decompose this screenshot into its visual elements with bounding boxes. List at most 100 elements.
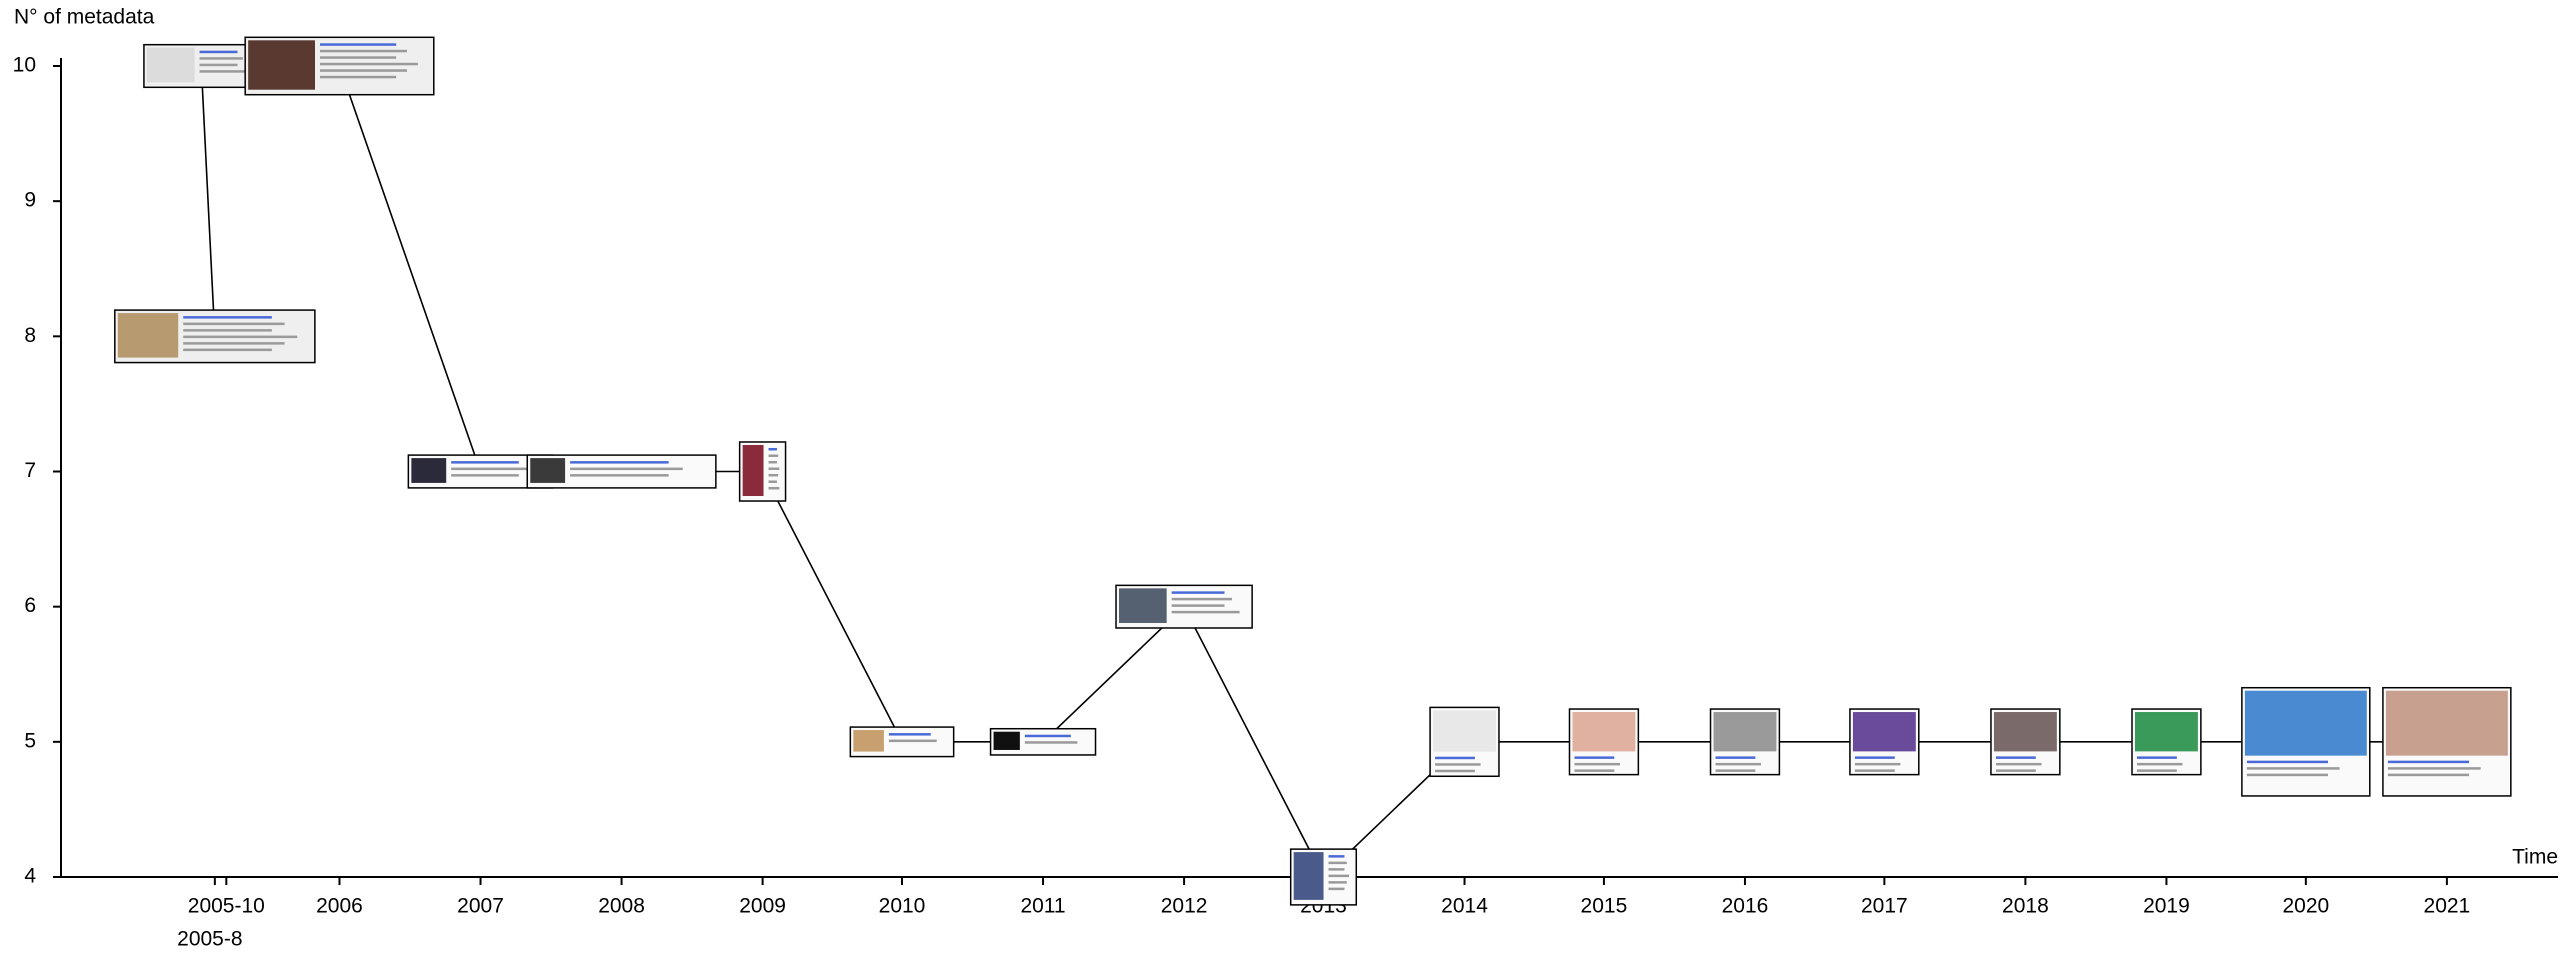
thumbnail-image <box>1572 712 1636 752</box>
page-thumbnail <box>1990 708 2061 776</box>
thumbnail-text <box>1574 769 1615 772</box>
thumbnail-text <box>570 467 683 471</box>
thumbnail-text <box>1024 741 1078 744</box>
y-tick-label: 4 <box>24 865 36 888</box>
thumbnail-text <box>570 474 669 477</box>
thumbnail-text <box>1328 855 1345 858</box>
x-tick-label: 2020 <box>2282 895 2329 918</box>
thumbnail-text <box>451 461 519 464</box>
thumbnail-text <box>2246 773 2329 777</box>
thumbnail-text <box>2137 769 2177 772</box>
y-axis-label: N° of metadata <box>14 6 155 29</box>
thumbnail-text <box>768 447 777 451</box>
thumbnail-text <box>768 480 777 483</box>
thumbnail-image <box>2385 690 2508 756</box>
thumbnail-image <box>248 40 315 90</box>
y-tick-label: 10 <box>13 54 36 77</box>
thumbnail-text <box>2246 760 2329 764</box>
y-tick-label: 7 <box>24 459 36 482</box>
thumbnail-text <box>1854 769 1895 772</box>
thumbnail-text <box>183 342 285 345</box>
thumbnail-image <box>742 444 764 497</box>
thumbnail-text <box>183 348 272 352</box>
thumbnail-text <box>199 57 243 60</box>
thumbnail-image <box>1433 710 1496 752</box>
x-tick-label: 2008 <box>598 895 645 918</box>
page-thumbnail <box>143 43 260 89</box>
page-thumbnail <box>1709 708 1781 776</box>
thumbnail-image <box>1119 588 1167 623</box>
page-thumbnail <box>738 441 787 502</box>
thumbnail-image <box>993 731 1020 750</box>
thumbnail-image <box>1293 852 1324 900</box>
thumbnail-text <box>768 473 779 477</box>
thumbnail-text <box>1715 769 1756 772</box>
thumbnail-image <box>2135 712 2198 752</box>
thumbnail-text <box>320 69 408 72</box>
page-thumbnail <box>2241 686 2371 797</box>
thumbnail-text <box>183 335 298 339</box>
thumbnail-text <box>1854 756 1895 759</box>
thumbnail-image <box>117 313 179 358</box>
x-tick-label: 2006 <box>316 895 363 918</box>
page-thumbnail <box>244 36 435 96</box>
thumbnail-text <box>183 322 285 326</box>
thumbnail-text <box>1171 591 1225 594</box>
page-thumbnail <box>526 454 717 489</box>
thumbnail-text <box>1435 756 1475 760</box>
thumbnail-text <box>768 460 777 464</box>
x-tick-label: 2009 <box>739 895 786 918</box>
thumbnail-text <box>570 461 669 464</box>
x-tick-label: 2007 <box>457 895 504 918</box>
page-thumbnail <box>1849 708 1920 776</box>
x-tick-label: 2014 <box>1441 895 1488 918</box>
thumbnail-text <box>888 733 931 736</box>
thumbnail-text <box>1024 734 1071 738</box>
x-tick-label: 2021 <box>2424 895 2471 918</box>
thumbnail-text <box>320 62 418 66</box>
thumbnail-text <box>1171 610 1240 614</box>
page-thumbnail <box>114 309 316 364</box>
y-tick-label: 9 <box>24 189 36 212</box>
thumbnail-text <box>1715 756 1756 759</box>
thumbnail-text <box>1435 769 1475 773</box>
thumbnail-text <box>320 56 397 59</box>
thumbnail-text <box>199 70 249 73</box>
thumbnail-image <box>2244 690 2367 756</box>
page-thumbnail <box>2131 708 2202 776</box>
page-thumbnail <box>989 727 1097 756</box>
thumbnail-text <box>2137 762 2183 766</box>
thumbnail-image <box>1713 712 1777 752</box>
thumbnail-image <box>1993 712 2057 752</box>
page-thumbnail <box>1429 706 1500 778</box>
thumbnail-text <box>1574 756 1615 759</box>
x-tick-label: 2005-8 <box>177 928 242 951</box>
thumbnail-text <box>1854 762 1901 766</box>
thumbnail-text <box>183 329 272 332</box>
thumbnail-text <box>199 50 238 54</box>
page-thumbnail <box>1115 584 1253 629</box>
y-tick-label: 6 <box>24 594 36 617</box>
thumbnail-text <box>199 63 238 67</box>
y-tick-label: 8 <box>24 324 36 347</box>
thumbnail-text <box>1328 881 1347 884</box>
x-tick-label: 2016 <box>1722 895 1769 918</box>
x-tick-label: 2015 <box>1581 895 1628 918</box>
thumbnail-text <box>768 486 780 490</box>
x-tick-label: 2012 <box>1161 895 1208 918</box>
thumbnail-text <box>2387 767 2481 770</box>
thumbnail-text <box>320 43 397 46</box>
thumbnail-text <box>2137 756 2177 759</box>
thumbnail-text <box>1328 874 1350 878</box>
thumbnail-text <box>1995 756 2036 759</box>
thumbnail-text <box>1574 762 1620 766</box>
thumbnail-text <box>183 316 272 319</box>
thumbnail-text <box>2246 767 2340 770</box>
thumbnail-text <box>2387 773 2470 777</box>
thumbnail-text <box>1328 868 1345 871</box>
x-tick-label: 2017 <box>1861 895 1908 918</box>
x-tick-label: 2005-10 <box>188 895 265 918</box>
thumbnail-text <box>320 75 397 79</box>
thumbnail-text <box>320 49 408 53</box>
